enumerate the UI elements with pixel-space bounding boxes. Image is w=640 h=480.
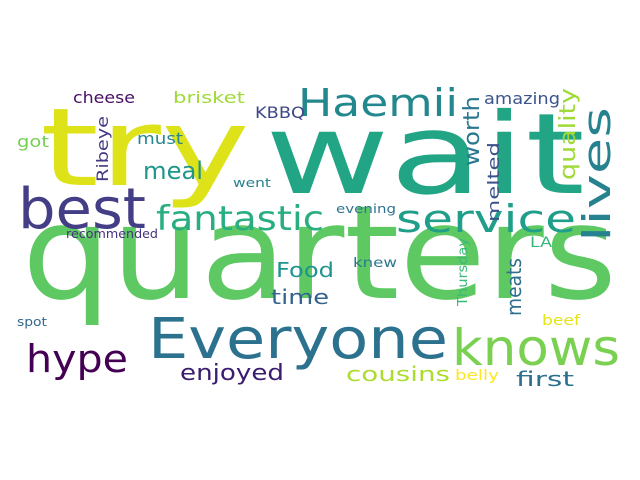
word-recommended: recommended	[66, 227, 158, 241]
word-haemii: Haemii	[298, 81, 458, 125]
word-food: Food	[276, 258, 334, 282]
word-evening: evening	[336, 202, 396, 216]
word-amazing: amazing	[484, 89, 560, 108]
word-enjoyed: enjoyed	[180, 361, 284, 386]
word-time: time	[271, 285, 329, 309]
word-spot: spot	[17, 315, 47, 329]
word-meal: meal	[143, 157, 203, 185]
word-everyone: Everyone	[148, 307, 448, 372]
word-lives: lives	[575, 107, 619, 242]
word-la: LA	[530, 235, 553, 251]
word-melted: melted	[484, 142, 503, 222]
word-quality: quality	[556, 88, 581, 180]
word-cheese: cheese	[73, 88, 135, 107]
word-quarters: quarters	[22, 177, 617, 329]
word-fantastic: fantastic	[156, 199, 324, 239]
word-belly: belly	[455, 368, 499, 384]
word-best: best	[18, 177, 146, 242]
word-service: service	[396, 197, 576, 241]
word-beef: beef	[542, 313, 581, 329]
word-must: must	[137, 129, 183, 148]
word-hype: hype	[26, 337, 128, 381]
word-cousins: cousins	[346, 362, 450, 386]
word-knows: knows	[452, 319, 620, 377]
word-worth: worth	[460, 96, 485, 166]
word-try: try	[40, 86, 250, 211]
word-got: got	[17, 132, 49, 151]
word-meats: meats	[502, 258, 526, 316]
word-thursday: Thursday	[456, 238, 471, 307]
word-ribeye: Ribeye	[93, 116, 112, 182]
word-first: first	[516, 367, 574, 391]
word-brisket: brisket	[173, 88, 245, 107]
word-went: went	[233, 176, 271, 190]
word-knew: knew	[353, 256, 397, 271]
word-kbbq: KBBQ	[255, 103, 305, 122]
word-wait: wait	[265, 90, 585, 220]
